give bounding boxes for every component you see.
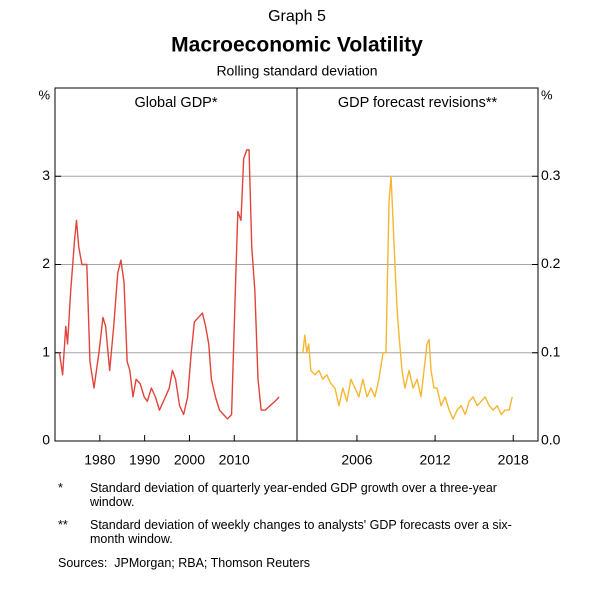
y-unit: % xyxy=(38,87,50,102)
sources-text: JPMorgan; RBA; Thomson Reuters xyxy=(114,556,310,570)
y-tick-label: 2 xyxy=(42,255,50,271)
x-tick-label: 2010 xyxy=(219,452,250,468)
x-tick-label: 1980 xyxy=(84,452,115,468)
x-tick-label: 2018 xyxy=(498,452,529,468)
chart: Graph 5 Macroeconomic Volatility Rolling… xyxy=(38,8,561,468)
chart-subtitle: Rolling standard deviation xyxy=(216,63,377,79)
y-unit: % xyxy=(541,87,553,102)
panel-title: Global GDP* xyxy=(134,95,217,111)
footnote-symbol: ** xyxy=(58,518,68,532)
data-line xyxy=(302,175,513,420)
y-tick-label: 0.3 xyxy=(541,167,561,183)
y-tick-label: 1 xyxy=(42,343,50,359)
panel-title: GDP forecast revisions** xyxy=(338,95,498,111)
sources-label: Sources: xyxy=(58,556,108,570)
y-tick-label: 3 xyxy=(42,167,50,183)
y-tick-label: 0.0 xyxy=(541,432,561,448)
graph-label: Graph 5 xyxy=(268,8,326,25)
x-tick-label: 2006 xyxy=(341,452,372,468)
chart-title: Macroeconomic Volatility xyxy=(171,34,423,57)
y-tick-label: 0.2 xyxy=(541,255,561,271)
y-tick-label: 0.1 xyxy=(541,343,561,359)
sources: Sources: JPMorgan; RBA; Thomson Reuters xyxy=(58,556,310,570)
footnote-text: Standard deviation of quarterly year-end… xyxy=(90,481,497,509)
footnote-text: Standard deviation of weekly changes to … xyxy=(90,518,512,546)
data-line xyxy=(58,149,280,420)
x-tick-label: 1990 xyxy=(129,452,160,468)
footnote-symbol: * xyxy=(58,481,63,495)
x-tick-label: 2000 xyxy=(174,452,205,468)
y-tick-label: 0 xyxy=(42,432,50,448)
x-tick-label: 2012 xyxy=(420,452,451,468)
